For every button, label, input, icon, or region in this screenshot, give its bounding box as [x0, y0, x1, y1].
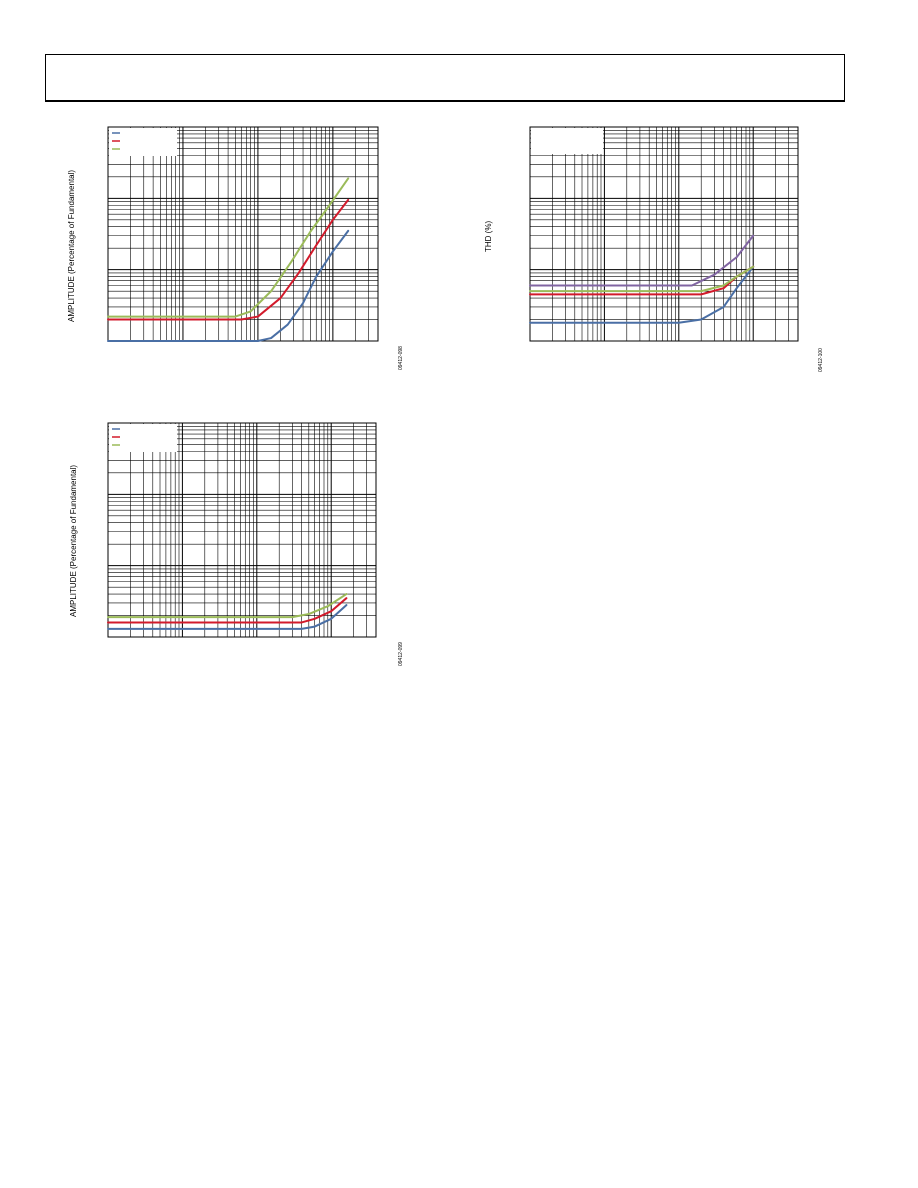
- series-line-2: [107, 597, 348, 624]
- chart1-ylabel: AMPLITUDE (Percentage of Fundamental): [67, 169, 76, 322]
- series-line-4: [529, 234, 755, 287]
- series-line-1: [107, 604, 348, 630]
- chart3-plot: [107, 422, 377, 638]
- series-line-1: [529, 265, 755, 324]
- series-line-3: [529, 265, 755, 293]
- series-line-3: [107, 177, 350, 318]
- chart2-figure-id: 09412-100: [818, 348, 824, 372]
- chart2-plot: [529, 126, 799, 342]
- grid-lines: [108, 423, 376, 637]
- plot-frame: [107, 422, 377, 638]
- series-line-1: [107, 229, 350, 342]
- page-header-box: [45, 54, 845, 102]
- annotation-box: [531, 128, 603, 154]
- legend-box: [109, 128, 177, 156]
- plot-frame: [529, 126, 799, 342]
- plot-frame: [107, 126, 379, 342]
- chart3-ylabel: AMPLITUDE (Percentage of Fundamental): [69, 464, 78, 617]
- chart1-plot: [107, 126, 379, 342]
- grid-lines: [530, 127, 798, 341]
- series-line-3: [107, 593, 348, 619]
- chart1-figure-id: 09412-098: [398, 346, 404, 370]
- series-line-2: [107, 198, 350, 321]
- chart3-figure-id: 09412-099: [398, 642, 404, 666]
- legend-box: [109, 424, 177, 452]
- grid-lines: [108, 127, 378, 341]
- chart2-ylabel: THD (%): [484, 220, 493, 252]
